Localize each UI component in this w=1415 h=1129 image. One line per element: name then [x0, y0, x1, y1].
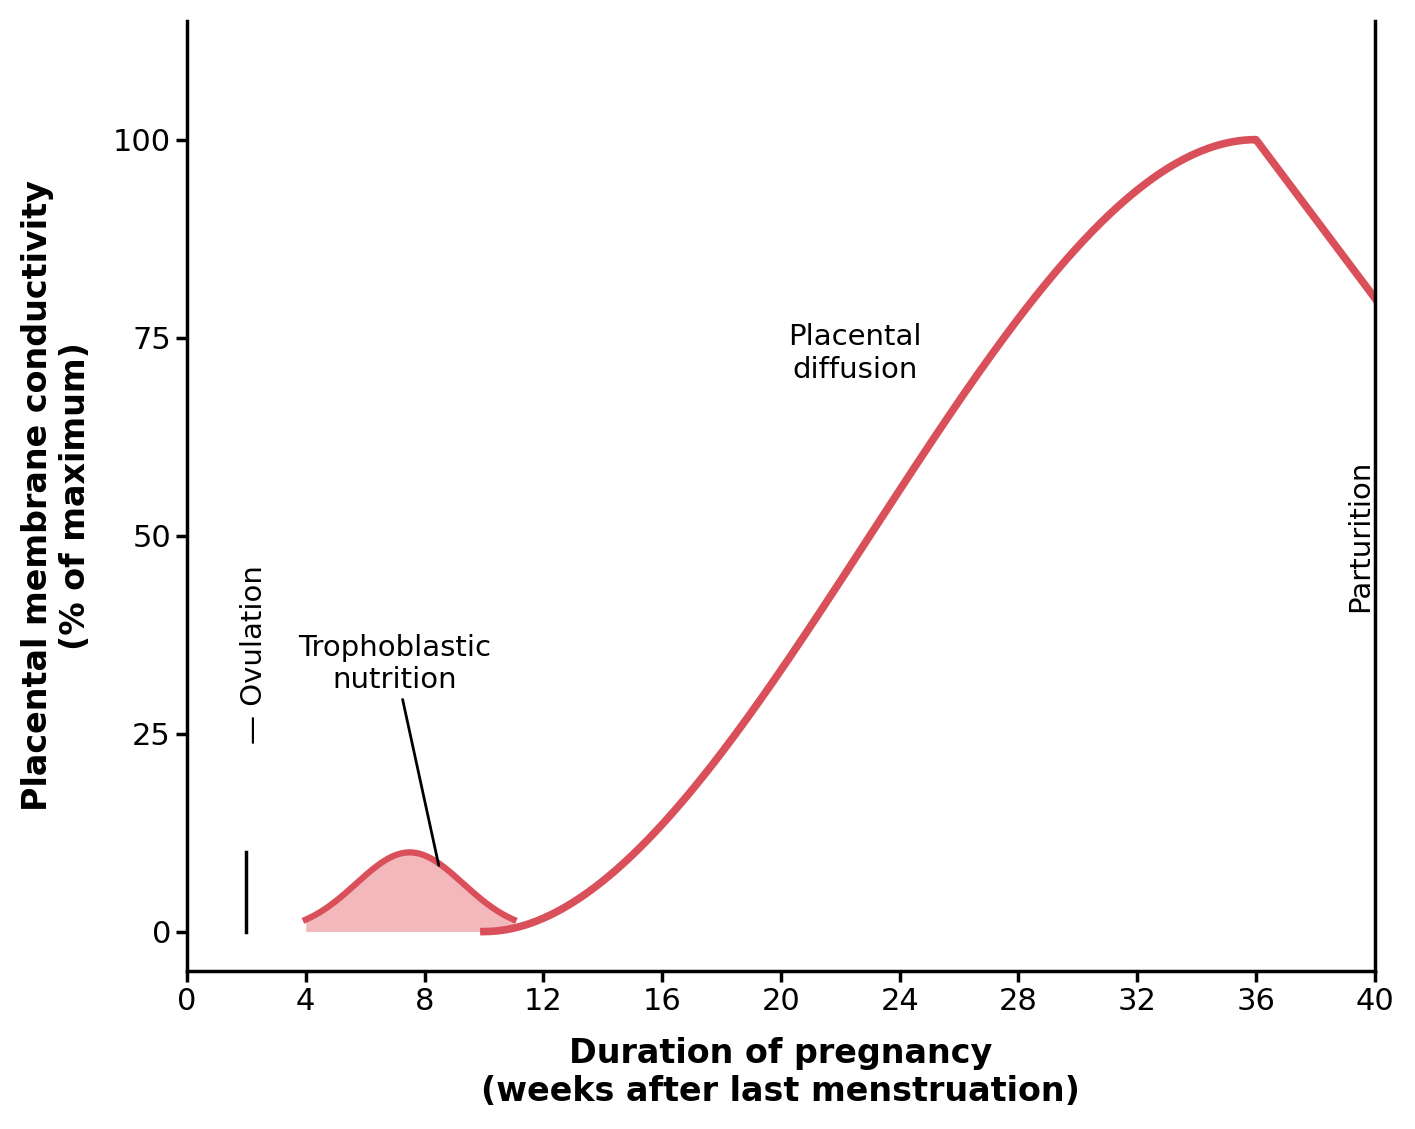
Text: Trophoblastic
nutrition: Trophoblastic nutrition [299, 633, 491, 866]
Text: Placental
diffusion: Placental diffusion [788, 323, 921, 384]
Text: Parturition: Parturition [1346, 460, 1374, 612]
Y-axis label: Placental membrane conductivity
(% of maximum): Placental membrane conductivity (% of ma… [21, 181, 92, 812]
X-axis label: Duration of pregnancy
(weeks after last menstruation): Duration of pregnancy (weeks after last … [481, 1036, 1080, 1109]
Text: — Ovulation: — Ovulation [239, 564, 267, 744]
